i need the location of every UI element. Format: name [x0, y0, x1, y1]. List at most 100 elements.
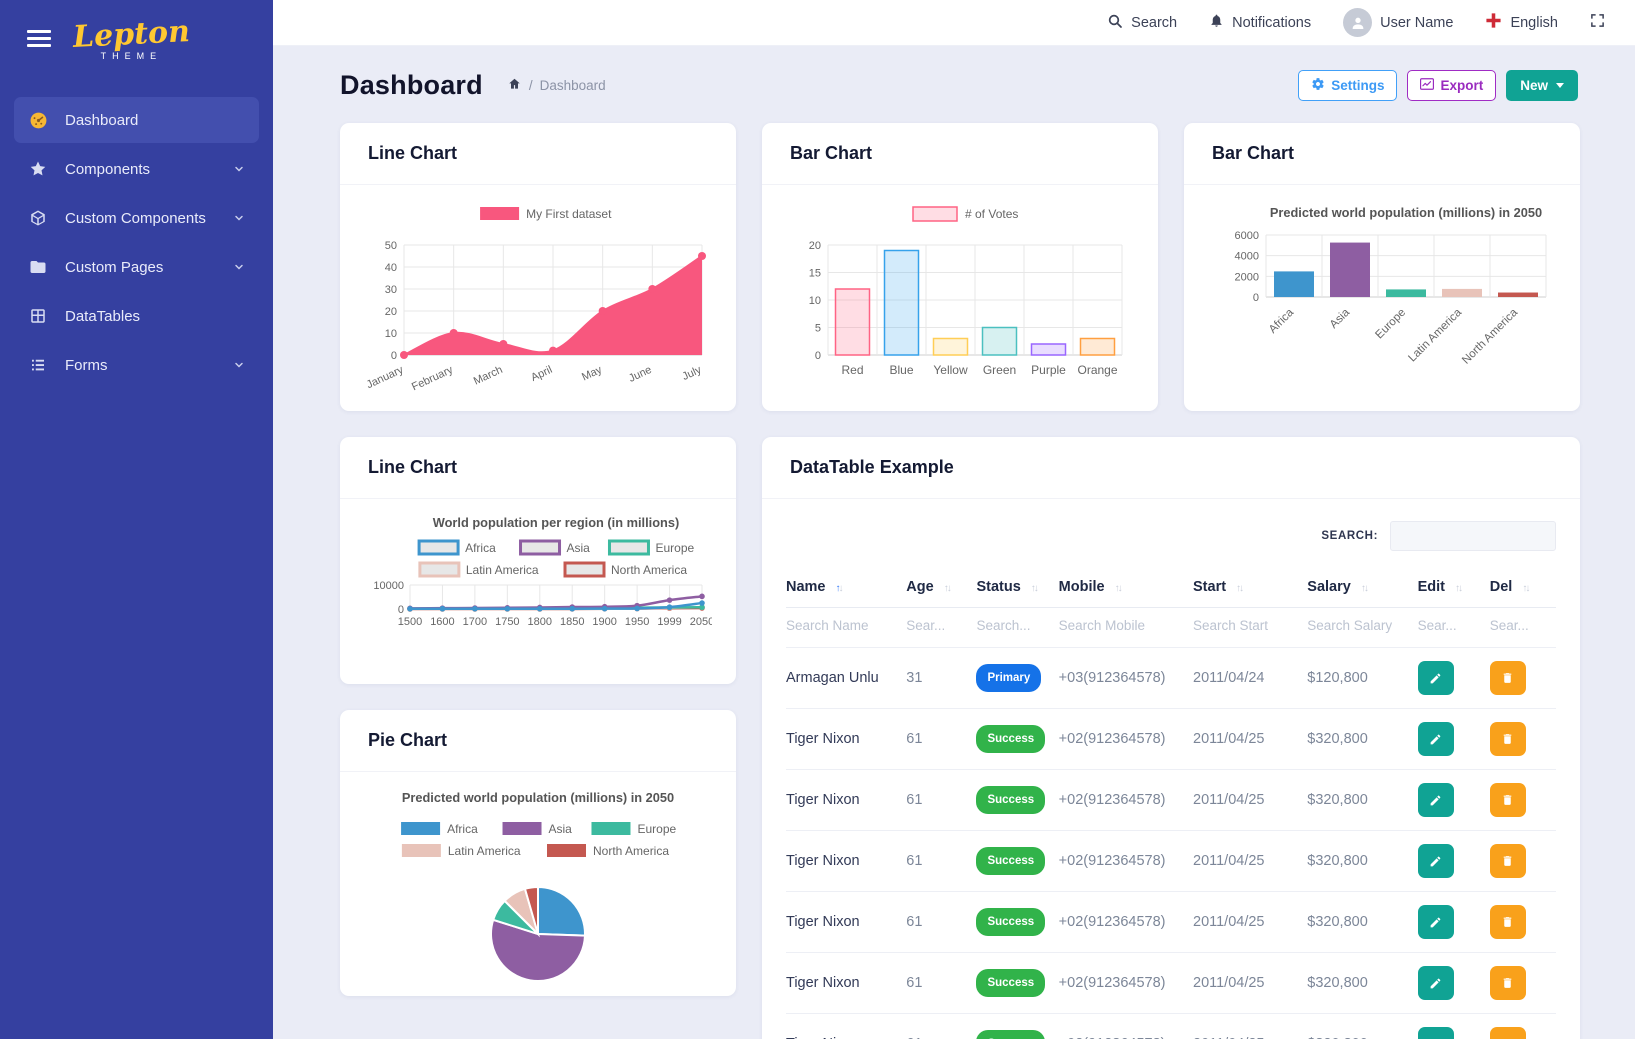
user-name-label: User Name: [1380, 14, 1454, 31]
svg-text:Africa: Africa: [447, 822, 478, 836]
cell-status: Success: [970, 708, 1053, 770]
sidebar-item-label: Custom Components: [65, 209, 206, 227]
cell-start: 2011/04/25: [1187, 1013, 1302, 1039]
sidebar-item-label: Custom Pages: [65, 258, 164, 276]
home-icon[interactable]: [507, 77, 522, 94]
column-header[interactable]: Status ↑↓: [970, 567, 1053, 608]
sidebar-item-label: Forms: [65, 356, 108, 374]
topbar-notifications[interactable]: Notifications: [1209, 12, 1311, 33]
delete-button[interactable]: [1489, 1027, 1526, 1039]
notifications-label: Notifications: [1232, 14, 1312, 31]
filter-input[interactable]: Search Name: [786, 607, 901, 648]
svg-text:Latin America: Latin America: [448, 844, 521, 858]
filter-input[interactable]: Sear...: [900, 607, 971, 648]
data-table: Name ↑↓ Age ↑↓ Status ↑↓ Mobile ↑↓ Start ↑↓ Salary…: [786, 567, 1556, 1039]
language-label: English: [1510, 14, 1558, 31]
column-header[interactable]: Del ↑↓: [1483, 567, 1556, 608]
svg-text:My First dataset: My First dataset: [526, 207, 612, 221]
export-button[interactable]: Export: [1407, 70, 1497, 101]
sidebar-item-custom-pages[interactable]: Custom Pages: [14, 244, 259, 290]
svg-text:1700: 1700: [463, 616, 487, 628]
pie-chart-canvas: Predicted world population (millions) in…: [364, 786, 712, 1011]
filter-input[interactable]: Sear...: [1411, 607, 1484, 648]
edit-button[interactable]: [1417, 966, 1454, 1000]
flag-icon: [1485, 12, 1502, 33]
delete-button[interactable]: [1489, 905, 1526, 939]
edit-button[interactable]: [1417, 1027, 1454, 1039]
svg-text:North America: North America: [1460, 306, 1520, 366]
cell-age: 61: [900, 708, 971, 770]
svg-text:30: 30: [385, 284, 397, 296]
column-header[interactable]: Age ↑↓: [900, 567, 971, 608]
logo[interactable]: Lepton THEME: [72, 14, 191, 61]
page-title: Dashboard: [340, 70, 483, 100]
list-icon: [28, 356, 48, 374]
edit-button[interactable]: [1417, 722, 1454, 756]
filter-input[interactable]: Sear...: [1483, 607, 1556, 648]
topbar-language[interactable]: English: [1485, 12, 1558, 33]
sidebar-item-custom-components[interactable]: Custom Components: [14, 195, 259, 241]
svg-text:Africa: Africa: [465, 541, 496, 555]
column-header[interactable]: Edit ↑↓: [1411, 567, 1484, 608]
cell-start: 2011/04/25: [1187, 952, 1302, 1014]
cell-start: 2011/04/25: [1187, 769, 1302, 831]
status-badge: Success: [976, 725, 1046, 753]
sidebar-item-components[interactable]: Components: [14, 146, 259, 192]
column-header[interactable]: Salary ↑↓: [1301, 567, 1412, 608]
svg-text:Africa: Africa: [1267, 306, 1297, 336]
edit-button[interactable]: [1417, 905, 1454, 939]
cell-name: Tiger Nixon: [786, 891, 901, 953]
export-label: Export: [1440, 78, 1484, 93]
delete-button[interactable]: [1489, 844, 1526, 878]
sidebar-item-dashboard[interactable]: Dashboard: [14, 97, 259, 143]
gear-icon: [1311, 77, 1325, 94]
filter-input[interactable]: Search Salary: [1301, 607, 1412, 648]
svg-text:15: 15: [809, 268, 821, 280]
topbar-search[interactable]: Search: [1107, 13, 1177, 33]
cell-name: Tiger Nixon: [786, 708, 901, 770]
cell-salary: $320,800: [1301, 891, 1412, 953]
line-chart-canvas: My First dataset 0 10 20 30 40 50 January Februa…: [364, 199, 712, 412]
svg-text:10000: 10000: [373, 580, 404, 592]
sidebar-item-datatables[interactable]: DataTables: [14, 293, 259, 339]
column-header[interactable]: Start ↑↓: [1187, 567, 1302, 608]
sort-icons: ↑↓: [1522, 583, 1530, 594]
status-badge: Success: [976, 786, 1046, 814]
cell-start: 2011/04/24: [1187, 647, 1302, 709]
column-header[interactable]: Name ↑↓: [786, 567, 901, 608]
sidebar-item-label: Components: [65, 160, 151, 178]
menu-toggle-icon[interactable]: [27, 29, 51, 52]
cell-status: Primary: [970, 647, 1053, 709]
settings-button[interactable]: Settings: [1298, 70, 1398, 101]
cell-age: 61: [900, 952, 971, 1014]
status-badge: Success: [976, 969, 1046, 997]
svg-text:10: 10: [809, 295, 821, 307]
delete-button[interactable]: [1489, 783, 1526, 817]
filter-input[interactable]: Search Start: [1187, 607, 1302, 648]
cell-name: Tiger Nixon: [786, 1013, 901, 1039]
svg-text:1800: 1800: [528, 616, 552, 628]
status-badge: Success: [976, 1030, 1046, 1039]
delete-button[interactable]: [1489, 661, 1526, 695]
svg-text:Latin America: Latin America: [1406, 306, 1464, 364]
table-search-input[interactable]: [1390, 521, 1556, 551]
topbar-user[interactable]: User Name: [1343, 8, 1453, 37]
cell-status: Success: [970, 891, 1053, 953]
bar-chart-2-canvas: Predicted world population (millions) in…: [1208, 199, 1556, 416]
delete-button[interactable]: [1489, 722, 1526, 756]
svg-text:2050: 2050: [690, 616, 712, 628]
delete-button[interactable]: [1489, 966, 1526, 1000]
fullscreen-toggle[interactable]: [1590, 13, 1605, 32]
cell-salary: $320,800: [1301, 708, 1412, 770]
svg-text:North America: North America: [593, 844, 669, 858]
sidebar-nav: Dashboard Components Custom Components: [0, 97, 273, 388]
edit-button[interactable]: [1417, 783, 1454, 817]
svg-text:Orange: Orange: [1077, 363, 1117, 377]
edit-button[interactable]: [1417, 661, 1454, 695]
column-header[interactable]: Mobile ↑↓: [1052, 567, 1187, 608]
filter-input[interactable]: Search Mobile: [1052, 607, 1187, 648]
sidebar-item-forms[interactable]: Forms: [14, 342, 259, 388]
edit-button[interactable]: [1417, 844, 1454, 878]
new-button[interactable]: New: [1506, 70, 1578, 101]
filter-input[interactable]: Search...: [970, 607, 1053, 648]
